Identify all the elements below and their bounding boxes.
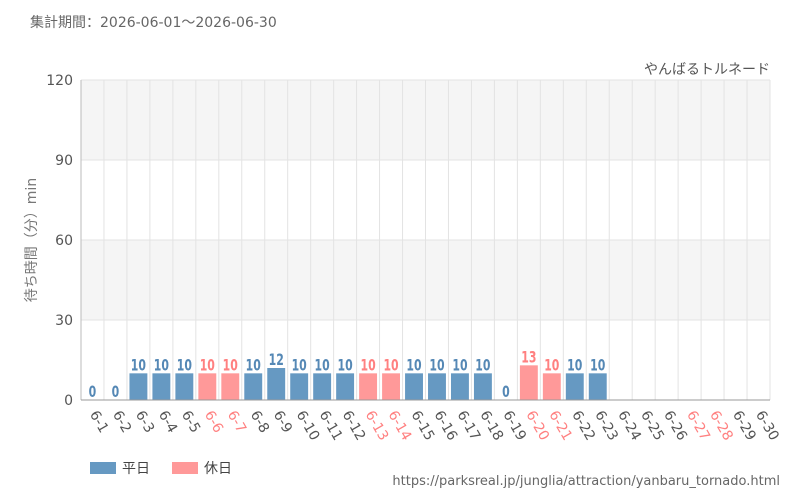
x-tick-label: 6-30 [752,408,782,444]
value-label: 10 [292,356,307,375]
x-tick-label: 6-14 [385,408,415,444]
value-label: 10 [154,356,169,375]
legend-swatch-holiday [172,462,198,474]
x-tick-label: 6-2 [109,408,134,436]
x-tick-label: 6-16 [431,408,461,444]
x-tick-label: 6-19 [499,408,529,444]
bar [244,373,263,400]
value-label: 13 [521,348,536,367]
value-label: 10 [429,356,444,375]
x-tick-label: 6-6 [201,408,226,436]
bar [359,373,378,400]
x-tick-label: 6-12 [339,408,369,444]
x-tick-label: 6-18 [476,408,506,444]
x-tick-label: 6-8 [247,408,272,436]
legend-swatch-weekday [90,462,116,474]
x-tick-label: 6-1 [86,408,111,436]
value-label: 10 [223,356,238,375]
x-tick-label: 6-26 [660,408,690,444]
x-tick-label: 6-15 [408,408,438,444]
bar [175,373,194,400]
value-label: 10 [544,356,559,375]
value-label: 10 [475,356,490,375]
bar [290,373,309,400]
x-tick-label: 6-17 [453,408,483,444]
bar [519,365,538,400]
value-label: 0 [89,383,97,402]
x-tick-labels: 6-16-26-36-46-56-66-76-86-96-106-116-126… [86,408,782,444]
bar [565,373,584,400]
bar [405,373,423,400]
value-label: 10 [406,356,421,375]
value-label: 10 [177,356,192,375]
bar [542,373,561,400]
x-tick-label: 6-22 [568,408,598,444]
x-tick-label: 6-27 [683,408,713,444]
bar [267,368,286,400]
value-label: 10 [452,356,467,375]
bar [152,373,171,400]
x-tick-label: 6-3 [132,408,157,436]
x-tick-label: 6-23 [591,408,621,444]
bars [129,365,607,400]
legend-item-holiday: 休日 [172,458,232,478]
x-tick-label: 6-20 [522,408,552,444]
value-label: 0 [502,383,510,402]
y-tick-label: 90 [55,153,73,169]
y-axis-title: 待ち時間（分）min [24,178,40,302]
bar [450,373,469,400]
y-tick-label: 30 [55,313,73,329]
value-label: 10 [338,356,353,375]
x-tick-label: 6-9 [270,408,295,436]
value-label: 10 [567,356,582,375]
x-tick-label: 6-28 [706,408,736,444]
legend-label-holiday: 休日 [204,461,232,477]
x-tick-label: 6-10 [293,408,323,444]
x-tick-label: 6-7 [224,408,249,436]
y-tick-label: 0 [64,393,73,409]
value-label: 10 [360,356,375,375]
value-label: 10 [246,356,261,375]
bar [428,373,446,400]
legend-item-weekday: 平日 [90,458,150,478]
value-label: 10 [590,356,605,375]
bar [221,373,240,400]
source-url: https://parksreal.jp/junglia/attraction/… [392,474,780,489]
legend-label-weekday: 平日 [122,461,150,477]
x-tick-label: 6-29 [729,408,759,444]
legend: 平日 休日 [90,458,254,478]
value-label: 0 [112,383,120,402]
x-tick-label: 6-13 [362,408,392,444]
x-tick-label: 6-11 [316,408,346,444]
x-tick-label: 6-5 [178,408,203,436]
bar [382,373,401,400]
value-label: 10 [315,356,330,375]
value-label: 10 [383,356,398,375]
bar [588,373,607,400]
chart-title: やんばるトルネード [644,62,770,78]
y-tick-label: 120 [46,73,73,89]
bar [336,373,355,400]
value-label: 12 [269,351,284,370]
bar [129,373,148,400]
period-label: 集計期間：2026-06-01～2026-06-30 [30,15,277,31]
x-tick-label: 6-24 [614,408,644,444]
bar [313,373,332,400]
y-tick-labels: 0 30 60 90 120 [46,73,73,409]
value-label: 10 [200,356,215,375]
x-tick-label: 6-25 [637,408,667,444]
bar [198,373,217,400]
x-tick-label: 6-21 [545,408,575,444]
value-label: 10 [131,356,146,375]
x-tick-label: 6-4 [155,408,180,436]
bar [473,373,492,400]
y-tick-label: 60 [55,233,73,249]
